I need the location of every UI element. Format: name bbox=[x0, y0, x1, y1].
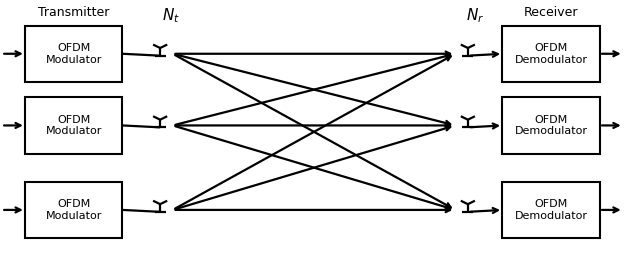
Bar bbox=[25, 97, 122, 154]
Text: OFDM
Modulator: OFDM Modulator bbox=[46, 199, 102, 221]
Text: OFDM
Modulator: OFDM Modulator bbox=[46, 115, 102, 136]
Text: OFDM
Demodulator: OFDM Demodulator bbox=[514, 43, 588, 65]
Bar bbox=[502, 97, 600, 154]
Bar bbox=[502, 182, 600, 238]
Text: Transmitter: Transmitter bbox=[38, 6, 109, 19]
Text: Receiver: Receiver bbox=[524, 6, 578, 19]
Bar bbox=[25, 182, 122, 238]
Text: OFDM
Modulator: OFDM Modulator bbox=[46, 43, 102, 65]
Text: $N_r$: $N_r$ bbox=[466, 6, 484, 25]
Text: OFDM
Demodulator: OFDM Demodulator bbox=[514, 199, 588, 221]
Text: $N_t$: $N_t$ bbox=[162, 6, 180, 25]
Text: OFDM
Demodulator: OFDM Demodulator bbox=[514, 115, 588, 136]
Bar bbox=[502, 26, 600, 82]
Bar bbox=[25, 26, 122, 82]
